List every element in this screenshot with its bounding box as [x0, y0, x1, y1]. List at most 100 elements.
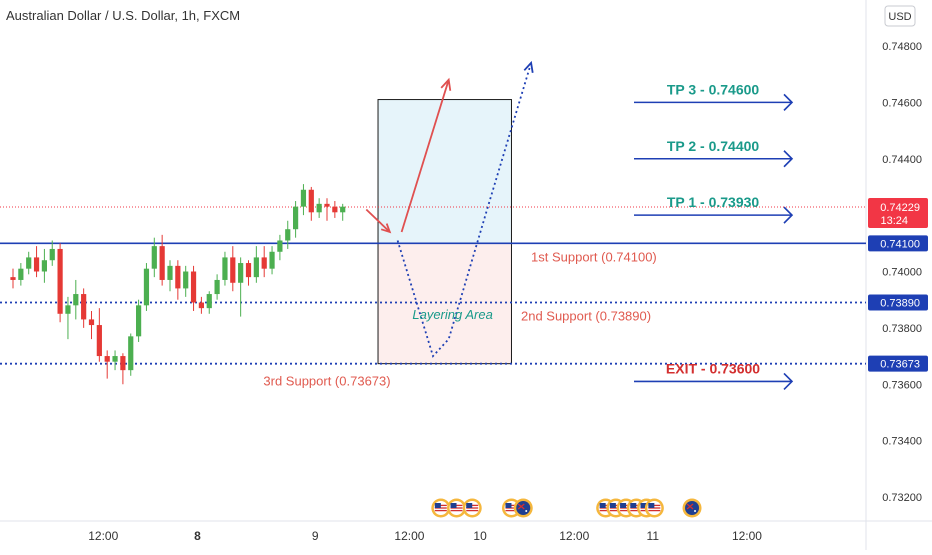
currency-button[interactable]: USD — [884, 5, 916, 27]
flag-canton — [640, 503, 647, 508]
support3-label: 3rd Support (0.73673) — [263, 373, 390, 388]
flag-canton — [466, 503, 473, 508]
candle-body — [143, 268, 150, 306]
candle-body — [159, 246, 165, 280]
candle-body — [49, 248, 55, 261]
target-zone — [377, 99, 512, 244]
au-flag-icon — [682, 498, 702, 518]
candle-body — [253, 257, 259, 278]
flag-canton — [450, 503, 457, 508]
tp2-arrowhead — [783, 150, 794, 168]
upside-arrow — [400, 79, 450, 233]
scenario-path — [396, 62, 532, 358]
price-tick-label: 0.74000 — [882, 267, 922, 279]
candle-body — [104, 356, 110, 362]
flag-star — [525, 510, 528, 512]
us-flag-icon — [644, 498, 664, 518]
time-tick-label: 12:00 — [394, 529, 424, 543]
candle-body — [175, 265, 181, 289]
candle-body — [285, 229, 291, 241]
price-tick-label: 0.73600 — [882, 379, 922, 391]
time-tick-label: 8 — [194, 529, 201, 543]
event-flags-layer — [431, 498, 702, 518]
candle-body — [198, 302, 204, 309]
us-flag-icon — [447, 498, 467, 518]
candle-body — [88, 319, 95, 326]
ui-layer: USD — [884, 5, 916, 27]
candle-body — [293, 206, 299, 230]
us-flag-icon — [431, 498, 451, 518]
candle-body — [33, 257, 40, 272]
layering-area-label: Layering Area — [412, 307, 492, 322]
current-price-tag — [868, 197, 928, 228]
time-tick-label: 12:00 — [559, 529, 589, 543]
chart-title: Australian Dollar / U.S. Dollar, 1h, FXC… — [6, 8, 240, 23]
price-tick-label: 0.74800 — [882, 41, 922, 53]
level-tag-1 — [868, 235, 928, 252]
candle-body — [183, 271, 189, 289]
tp3-arrowhead — [783, 93, 794, 111]
flag-canton — [505, 503, 512, 508]
time-tick-label: 10 — [473, 529, 487, 543]
price-tick-label: 0.74400 — [882, 154, 922, 166]
level-tag-label: 0.73673 — [880, 359, 920, 371]
candle-body — [206, 294, 212, 309]
candle-body — [324, 203, 330, 207]
tp2-label: TP 2 - 0.74400 — [667, 138, 760, 154]
currency-label: USD — [888, 11, 911, 23]
candle-body — [120, 356, 126, 371]
candle-body — [112, 356, 118, 362]
entry-arrow — [365, 208, 391, 233]
upside-arrowhead — [440, 77, 452, 91]
candle-body — [81, 294, 87, 320]
flag-canton — [434, 503, 441, 508]
support2-label: 2nd Support (0.73890) — [521, 309, 651, 324]
us-flag-icon — [462, 498, 482, 518]
candle-body — [269, 251, 275, 269]
candle-body — [214, 279, 220, 295]
flag-canton — [599, 503, 606, 508]
support1-label: 1st Support (0.74100) — [531, 249, 657, 264]
time-tick-label: 11 — [647, 529, 660, 543]
level-tag-3 — [868, 355, 928, 372]
flag-cross — [686, 503, 694, 510]
candle-body — [10, 277, 16, 280]
zones-layer — [377, 99, 512, 365]
tp1-label: TP 1 - 0.73930 — [667, 194, 760, 210]
candle-body — [300, 189, 307, 207]
price-tick-label: 0.73400 — [882, 436, 922, 448]
candle-body — [277, 240, 283, 252]
entry-arrowhead — [380, 223, 392, 234]
candle-body — [128, 336, 134, 371]
time-tick-label: 12:00 — [88, 529, 118, 543]
flag-canton — [648, 503, 655, 508]
current-price-label: 0.74229 — [880, 202, 920, 214]
candle-body — [245, 263, 252, 278]
axes-layer: 0.748000.746000.744000.742000.740000.738… — [88, 41, 928, 543]
exit-label: EXIT - 0.73600 — [666, 360, 760, 376]
level-tag-label: 0.74100 — [880, 238, 920, 250]
time-tick-label: 12:00 — [732, 529, 762, 543]
annotation-layer: Australian Dollar / U.S. Dollar, 1h, FXC… — [6, 8, 760, 388]
candle-body — [65, 305, 71, 314]
price-tick-label: 0.73800 — [882, 323, 922, 335]
candles-layer — [10, 184, 346, 385]
candle-body — [96, 325, 102, 357]
au-flag-icon — [513, 498, 533, 518]
level-tag-2 — [868, 294, 928, 311]
price-tick-label: 0.74600 — [882, 97, 922, 109]
candle-body — [261, 257, 267, 269]
flag-cross — [517, 503, 525, 510]
candle-body — [41, 260, 47, 272]
candle-body — [167, 265, 173, 280]
candle-body — [332, 206, 338, 213]
flag-star — [694, 510, 697, 512]
candle-body — [57, 248, 63, 314]
candle-body — [308, 189, 314, 213]
tp3-label: TP 3 - 0.74600 — [667, 81, 760, 97]
candle-body — [340, 206, 346, 213]
flag-canton — [609, 503, 616, 508]
